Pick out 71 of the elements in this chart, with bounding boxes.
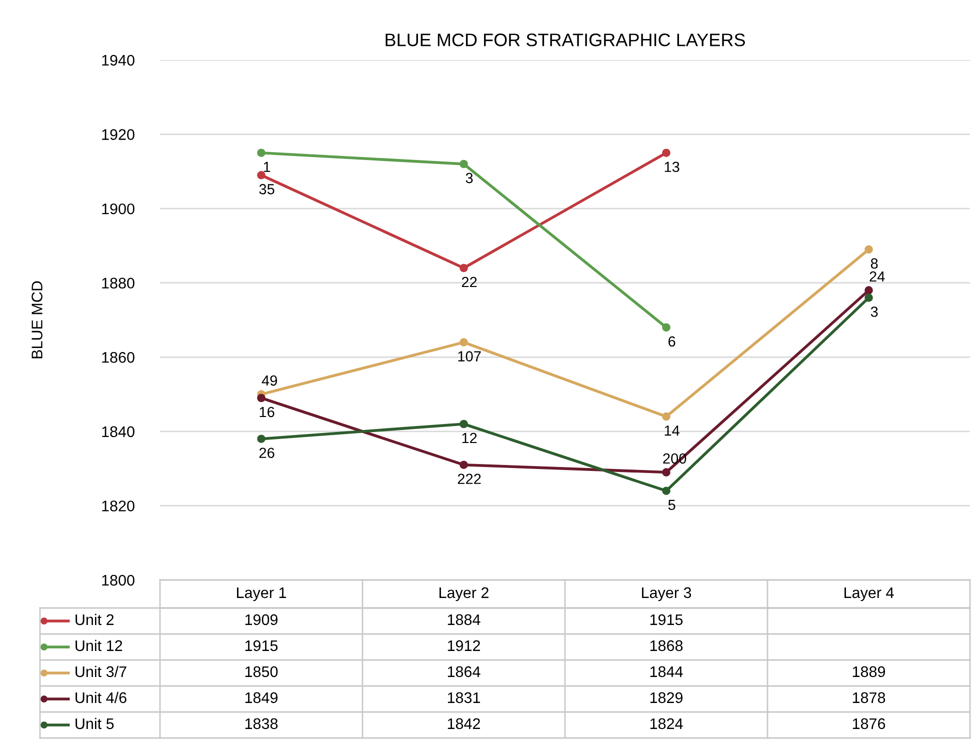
data-label: 1844: [650, 666, 683, 678]
x-tick-label: Layer 4: [844, 587, 894, 602]
data-label: 1915: [245, 640, 278, 652]
data-label: 1909: [245, 614, 278, 626]
point: [662, 412, 670, 421]
y-tick-label: 1940: [102, 54, 134, 66]
annotation: 3: [870, 306, 878, 317]
point: [662, 486, 670, 496]
x-tick-label: Layer 2: [440, 587, 488, 602]
y-tick-label: 1840: [102, 426, 134, 438]
point: [864, 294, 873, 302]
y-tick-label: 1820: [102, 500, 134, 512]
data-label: 1868: [650, 640, 683, 652]
y-tick-label: 1880: [102, 278, 134, 289]
data-label: 1878: [852, 692, 886, 704]
point: [864, 245, 873, 254]
legend-label: Unit 5: [76, 718, 114, 730]
annotation: 13: [664, 162, 680, 172]
annotation: 26: [259, 448, 274, 458]
data-label: 1915: [650, 614, 683, 626]
point: [864, 286, 873, 294]
data-label: 1876: [852, 718, 886, 730]
annotation: 3: [466, 172, 473, 184]
data-label: 1912: [448, 640, 480, 652]
legend-label: Unit 12: [76, 640, 122, 652]
point: [460, 264, 468, 272]
legend-label: Unit 4/6: [76, 692, 126, 704]
data-label: 1889: [852, 666, 886, 678]
point: [257, 434, 266, 444]
point: [257, 148, 266, 158]
annotation: 5: [668, 500, 676, 510]
legend-label: Unit 3/7: [76, 666, 126, 678]
data-label: 1824: [650, 718, 683, 730]
y-tick-label: 1860: [102, 352, 134, 363]
point: [662, 468, 670, 476]
point: [460, 460, 468, 470]
annotation: 107: [458, 351, 481, 362]
annotation: 12: [462, 432, 477, 444]
annotation: 24: [870, 271, 885, 282]
annotation: 1: [264, 162, 270, 172]
data-label: 1829: [650, 692, 683, 704]
point: [460, 420, 468, 428]
annotation: 16: [260, 406, 274, 418]
data-label: 1842: [448, 718, 480, 730]
data-label: 1849: [245, 692, 278, 704]
data-label: 1884: [448, 614, 480, 626]
point: [460, 338, 468, 346]
data-label: 1864: [448, 666, 480, 678]
point: [662, 148, 670, 158]
y-tick-label: 1900: [102, 203, 134, 214]
chart-title: BLUE MCD FOR STRATIGRAPHIC LAYERS: [386, 34, 745, 46]
y-tick-label: 1800: [102, 574, 134, 586]
annotation: 35: [259, 184, 274, 194]
x-tick-label: Layer 3: [642, 587, 692, 602]
point: [662, 323, 670, 332]
annotation: 222: [458, 474, 481, 484]
annotation: 49: [262, 375, 278, 386]
data-label: 1850: [245, 666, 278, 678]
point: [257, 170, 266, 180]
point: [257, 394, 266, 402]
x-tick-label: Layer 1: [237, 587, 286, 602]
legend-label: Unit 2: [76, 614, 114, 626]
annotation: 14: [664, 426, 680, 436]
y-axis-title: BLUE MCD: [32, 281, 42, 358]
annotation: 6: [668, 336, 676, 347]
point: [460, 160, 468, 168]
annotation: 22: [462, 276, 477, 288]
data-label: 1838: [245, 718, 278, 730]
annotation: 8: [870, 258, 878, 269]
data-label: 1831: [448, 692, 480, 704]
y-tick-label: 1920: [102, 129, 134, 140]
